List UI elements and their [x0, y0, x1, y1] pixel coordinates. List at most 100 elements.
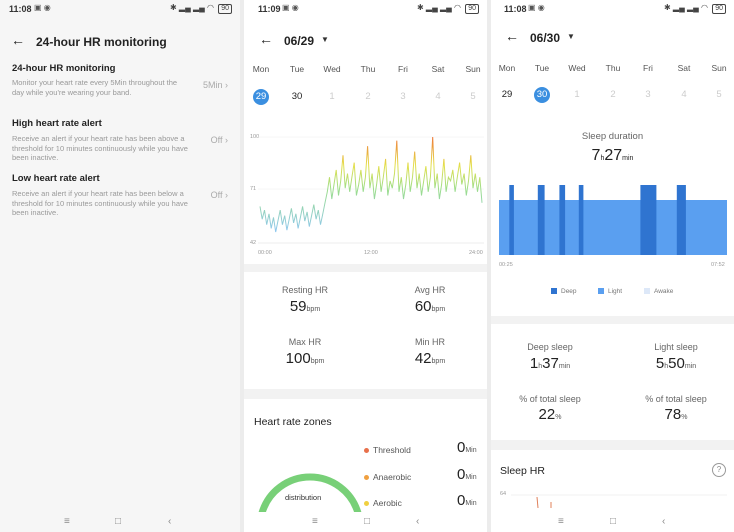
back-arrow-icon[interactable]: ←: [505, 28, 519, 44]
x-tick-label: 12:00: [364, 250, 378, 256]
help-icon[interactable]: ?: [712, 463, 726, 477]
back-arrow-icon[interactable]: ←: [259, 31, 273, 47]
deep-sleep-bar: [640, 185, 657, 255]
day-2[interactable]: 2: [365, 91, 371, 102]
system-icons: ✱ ▂▄ ▂▄ ◠ 90: [170, 3, 232, 14]
day-1[interactable]: 1: [329, 91, 335, 102]
day-30[interactable]: 30: [534, 87, 550, 103]
setting-value: Off ›: [210, 135, 228, 145]
caret-down-icon[interactable]: ▼: [321, 35, 329, 44]
system-nav-bar: ≡ □ ‹: [0, 512, 240, 532]
zones-title: Heart rate zones: [254, 416, 332, 428]
stat-label: Avg HR: [414, 285, 446, 295]
day-29[interactable]: 29: [501, 89, 513, 100]
legend-swatch: [551, 288, 557, 295]
status-time: 11:09: [258, 4, 281, 14]
zone-dot: [364, 448, 369, 454]
system-nav-bar: ≡ □ ‹: [491, 512, 734, 532]
zone-threshold: Threshold: [364, 445, 411, 455]
weekday-label: Fri: [398, 64, 408, 74]
menu-icon[interactable]: ≡: [558, 516, 564, 527]
day-30[interactable]: 30: [291, 91, 303, 102]
zone-value: 0Min: [457, 492, 477, 509]
light-pct-label: % of total sleep: [645, 394, 707, 404]
back-arrow-icon[interactable]: ←: [11, 32, 25, 48]
back-nav-icon[interactable]: ‹: [662, 516, 666, 527]
section-divider: [244, 389, 487, 399]
deep-sleep-bar: [509, 185, 514, 255]
setting-title: 24-hour HR monitoring: [12, 63, 116, 74]
home-icon[interactable]: □: [364, 516, 371, 527]
sleep-hr-title: Sleep HR: [500, 465, 545, 477]
sleep-end-time: 07:52: [711, 262, 725, 268]
setting-description: Monitor your heart rate every 5Min throu…: [12, 78, 178, 97]
weekday-label: Thu: [605, 63, 621, 73]
gauge-arc: [258, 473, 362, 517]
deep-sleep-value: 1h37min: [529, 355, 571, 372]
day-4[interactable]: 4: [681, 89, 687, 100]
status-time: 11:08: [504, 4, 527, 14]
chevron-right-icon: ›: [225, 190, 228, 200]
menu-icon[interactable]: ≡: [312, 516, 318, 527]
deep-sleep-bar: [559, 185, 566, 255]
stat-value: 100bpm: [285, 350, 325, 367]
sleep-duration-label: Sleep duration: [581, 131, 644, 142]
heart-rate-day-screen: 11:09 ▣ ◉ ✱ ▂▄ ▂▄ ◠ 90 ← 06/29 ▼ Mon Tue…: [244, 0, 487, 532]
day-1[interactable]: 1: [574, 89, 580, 100]
home-icon[interactable]: □: [610, 516, 617, 527]
day-29[interactable]: 29: [253, 89, 269, 105]
day-4[interactable]: 4: [435, 91, 441, 102]
y-tick-label: 100: [250, 134, 260, 140]
system-nav-bar: ≡ □ ‹: [244, 512, 487, 532]
light-sleep-bar: [499, 200, 727, 255]
weekday-label: Sat: [677, 63, 691, 73]
weekday-label: Wed: [568, 63, 586, 73]
home-icon[interactable]: □: [115, 516, 122, 527]
deep-pct-label: % of total sleep: [519, 394, 581, 404]
zone-anaerobic: Anaerobic: [364, 472, 411, 482]
back-nav-icon[interactable]: ‹: [168, 516, 172, 527]
hr-spike: [536, 496, 539, 509]
notification-icons: ▣ ◉: [34, 3, 51, 12]
section-divider: [491, 316, 734, 324]
status-bar: 11:08 ▣ ◉ ✱ ▂▄ ▂▄ ◠ 90: [0, 0, 240, 18]
weekday-label: Tue: [534, 63, 550, 73]
day-3[interactable]: 3: [645, 89, 651, 100]
menu-icon[interactable]: ≡: [64, 516, 70, 527]
caret-down-icon[interactable]: ▼: [567, 32, 575, 41]
setting-description: Receive an alert if your heart rate has …: [12, 134, 188, 162]
setting-title: High heart rate alert: [12, 118, 102, 129]
date-title[interactable]: 06/30: [530, 31, 561, 45]
stat-label: Max HR: [288, 337, 322, 347]
weekday-label: Sun: [711, 63, 727, 73]
battery-icon: 90: [465, 4, 479, 14]
deep-sleep-bar: [676, 185, 686, 255]
heart-rate-chart: 100 71 42 00:00 12:00 24:00: [244, 120, 487, 262]
weekday-label: Mon: [252, 64, 270, 74]
light-sleep-value: 5h50min: [655, 355, 697, 372]
day-5[interactable]: 5: [470, 91, 476, 102]
back-nav-icon[interactable]: ‹: [416, 516, 420, 527]
light-sleep-label: Light sleep: [654, 342, 698, 352]
legend-deep: Deep: [551, 288, 577, 295]
day-3[interactable]: 3: [400, 91, 406, 102]
sleep-hr-tick: 64: [500, 491, 507, 497]
day-2[interactable]: 2: [610, 89, 616, 100]
status-bar: 11:08 ▣ ◉ ✱ ▂▄ ▂▄ ◠ 90: [491, 0, 734, 18]
hr-chart-svg: [258, 136, 484, 244]
stat-value: 59bpm: [289, 298, 321, 315]
status-time: 11:08: [9, 4, 32, 14]
deep-sleep-bar: [537, 185, 545, 255]
x-tick-label: 24:00: [469, 250, 483, 256]
date-title[interactable]: 06/29: [284, 34, 315, 48]
sleep-day-screen: 11:08 ▣ ◉ ✱ ▂▄ ▂▄ ◠ 90 ← 06/30 ▼ Mon Tue…: [491, 0, 734, 532]
legend-swatch: [598, 288, 604, 295]
sleep-hr-chart: [511, 494, 727, 509]
system-icons: ✱ ▂▄ ▂▄ ◠ 90: [664, 3, 726, 14]
section-divider: [244, 264, 487, 272]
deep-sleep-label: Deep sleep: [527, 342, 573, 352]
section-divider: [491, 440, 734, 450]
battery-icon: 90: [712, 4, 726, 14]
sleep-start-time: 00:25: [499, 262, 513, 268]
day-5[interactable]: 5: [716, 89, 722, 100]
